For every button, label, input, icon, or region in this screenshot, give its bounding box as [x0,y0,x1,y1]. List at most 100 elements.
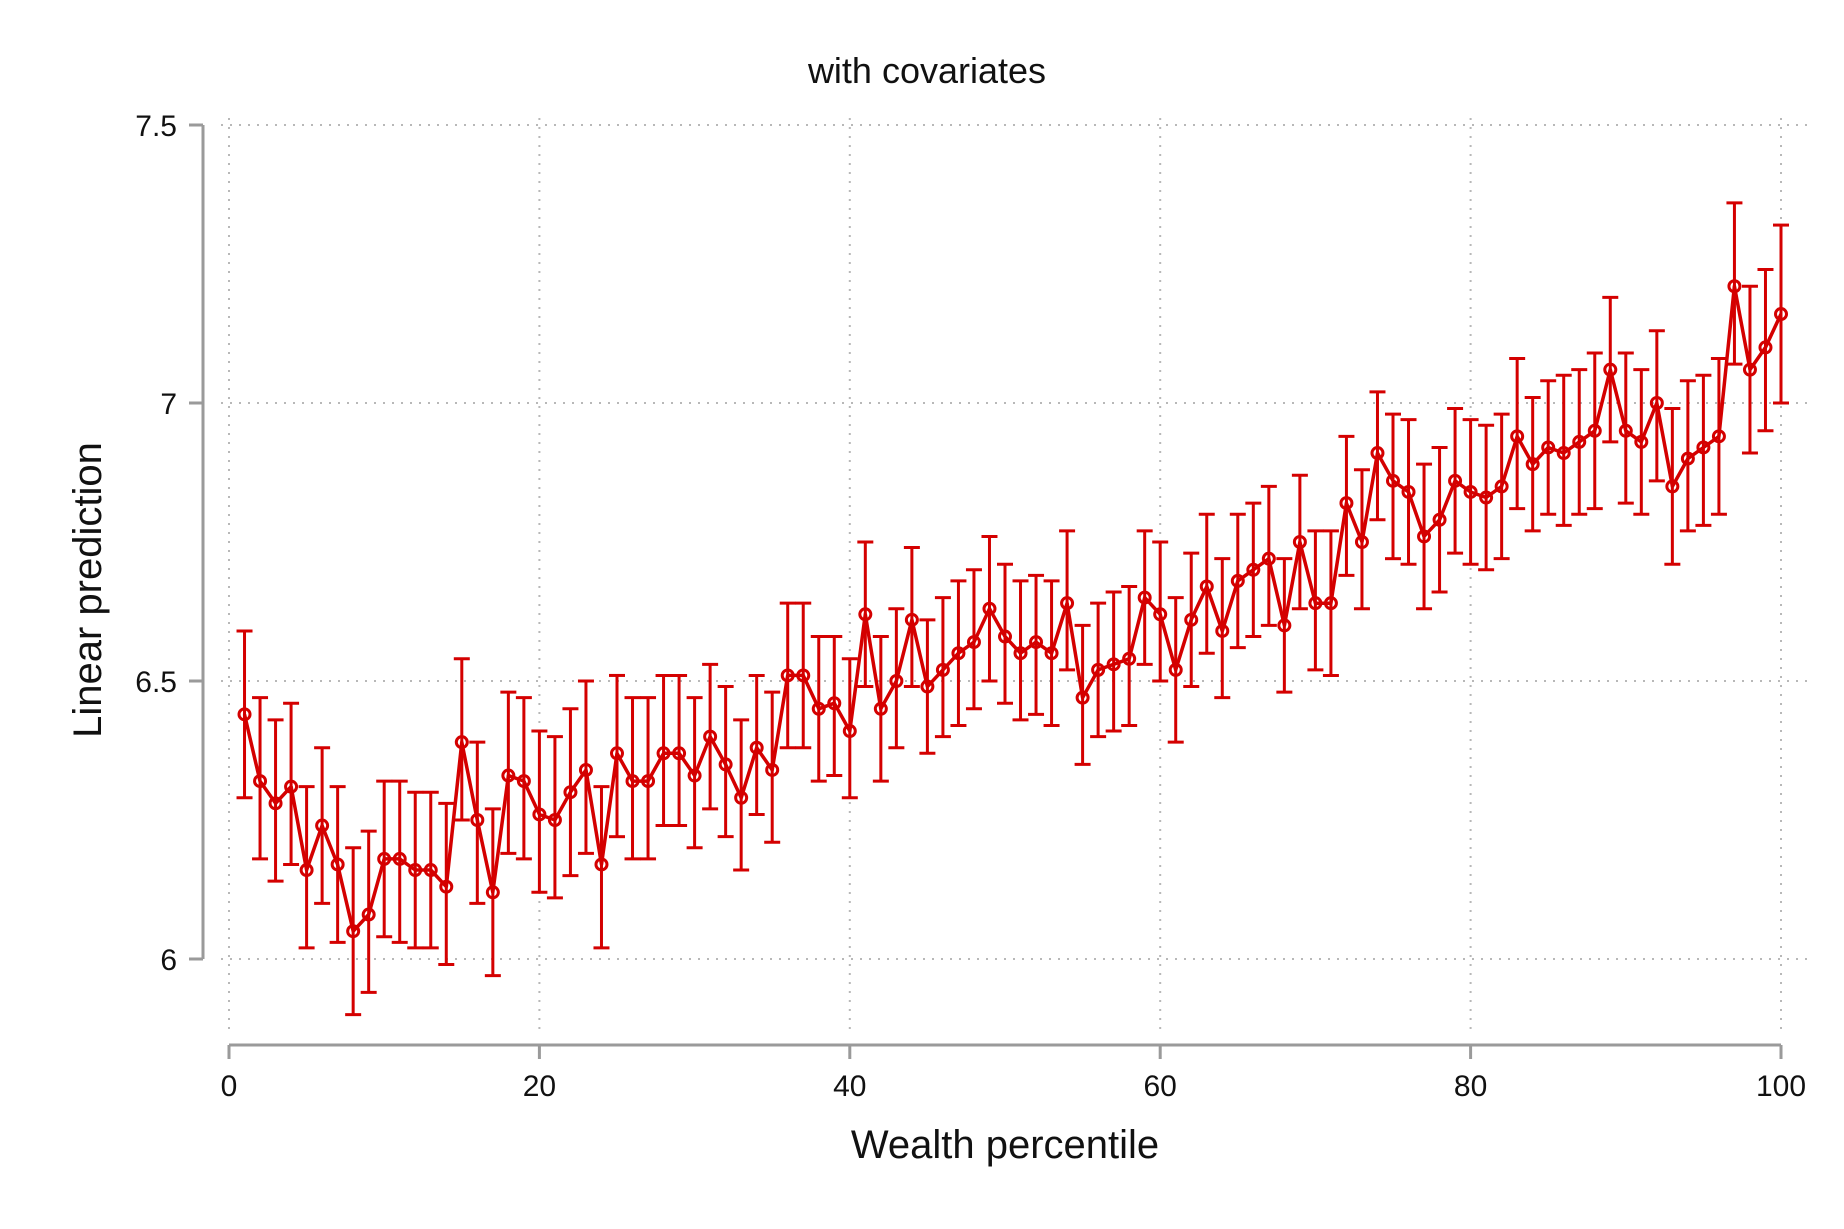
x-tick-label: 80 [1454,1070,1487,1103]
data-point [1137,590,1152,605]
data-point [734,790,749,805]
data-point [1386,473,1400,488]
data-point [578,762,593,777]
data-point [315,818,330,833]
data-point [408,863,423,878]
data-point [1774,307,1788,322]
data-point [718,757,733,772]
data-point [1696,440,1711,455]
data-point [1587,423,1602,438]
data-point [1199,579,1214,594]
x-tick-label: 0 [221,1070,238,1103]
data-point [485,885,500,900]
data-point [1029,635,1044,650]
data-point [516,774,531,789]
data-point [1479,490,1494,505]
series-line [242,284,1783,933]
data-point [951,646,966,661]
data-point [1494,479,1509,494]
data-point [796,668,811,683]
data-point [470,813,485,827]
data-point [1525,457,1540,472]
data-point [982,601,997,616]
data-point [1122,651,1137,666]
data-point [1370,446,1385,461]
data-point [547,813,562,827]
data-point [1758,340,1773,355]
data-point [330,857,345,872]
data-point [780,668,795,683]
data-point [1308,596,1323,611]
data-point [966,635,981,650]
data-point [1401,484,1416,499]
data-point [454,735,469,750]
data-point [1603,362,1618,377]
y-tick-label: 7 [160,388,177,421]
x-tick-label: 60 [1144,1070,1177,1103]
data-point [423,863,438,878]
data-point [827,696,842,711]
data-point [563,785,578,800]
data-point [904,612,919,627]
data-point [1106,657,1121,672]
data-point [1634,434,1649,449]
axes [201,125,1781,1047]
data-point [268,796,283,811]
data-point [873,701,888,716]
data-point [1649,396,1664,410]
data-point [687,768,702,783]
data-point [1013,646,1028,661]
data-point [1091,662,1106,677]
data-point [1261,551,1276,566]
data-point [1354,535,1369,549]
data-point [1711,429,1726,444]
data-point [1153,607,1168,622]
grid-lines [221,118,1808,1030]
data-point [1742,362,1757,377]
data-point [1463,484,1478,499]
data-point [1432,512,1447,527]
y-tick-label: 6 [160,944,177,977]
data-point [998,629,1012,644]
data-point [1417,529,1432,544]
data-point [672,746,687,761]
data-point [1727,279,1742,294]
data-point [1246,562,1261,577]
data-point [1168,662,1183,677]
series [237,279,1788,939]
data-point [1277,618,1292,633]
data-point [1292,535,1307,549]
data-point [1556,446,1571,461]
data-point [1184,612,1199,627]
x-tick-label: 40 [833,1070,866,1103]
data-point [858,607,873,622]
chart-title: with covariates [807,50,1046,91]
data-point [703,729,718,744]
data-point [1448,473,1463,488]
data-point [842,724,857,739]
data-point [920,679,935,694]
data-point [237,707,252,722]
data-point [253,774,268,789]
data-point [346,924,361,939]
data-point [1572,434,1587,449]
data-point [935,662,950,677]
x-tick-label: 100 [1756,1070,1806,1103]
data-point [625,774,640,789]
y-tick-label: 6.5 [135,666,177,699]
data-point [765,762,780,777]
data-point [749,740,764,755]
data-point [594,857,609,872]
data-point [1665,479,1680,494]
data-point [1680,451,1695,466]
data-point [532,807,547,822]
data-point [889,674,904,688]
data-point [1339,496,1354,511]
x-tick-label: 20 [523,1070,556,1103]
data-point [1510,429,1525,444]
ticks: 6 6.5 7 7.5 0 20 40 60 80 100 [135,110,1806,1103]
data-point [284,779,299,794]
data-point [656,746,671,761]
y-axis-label: Linear prediction [66,442,110,738]
